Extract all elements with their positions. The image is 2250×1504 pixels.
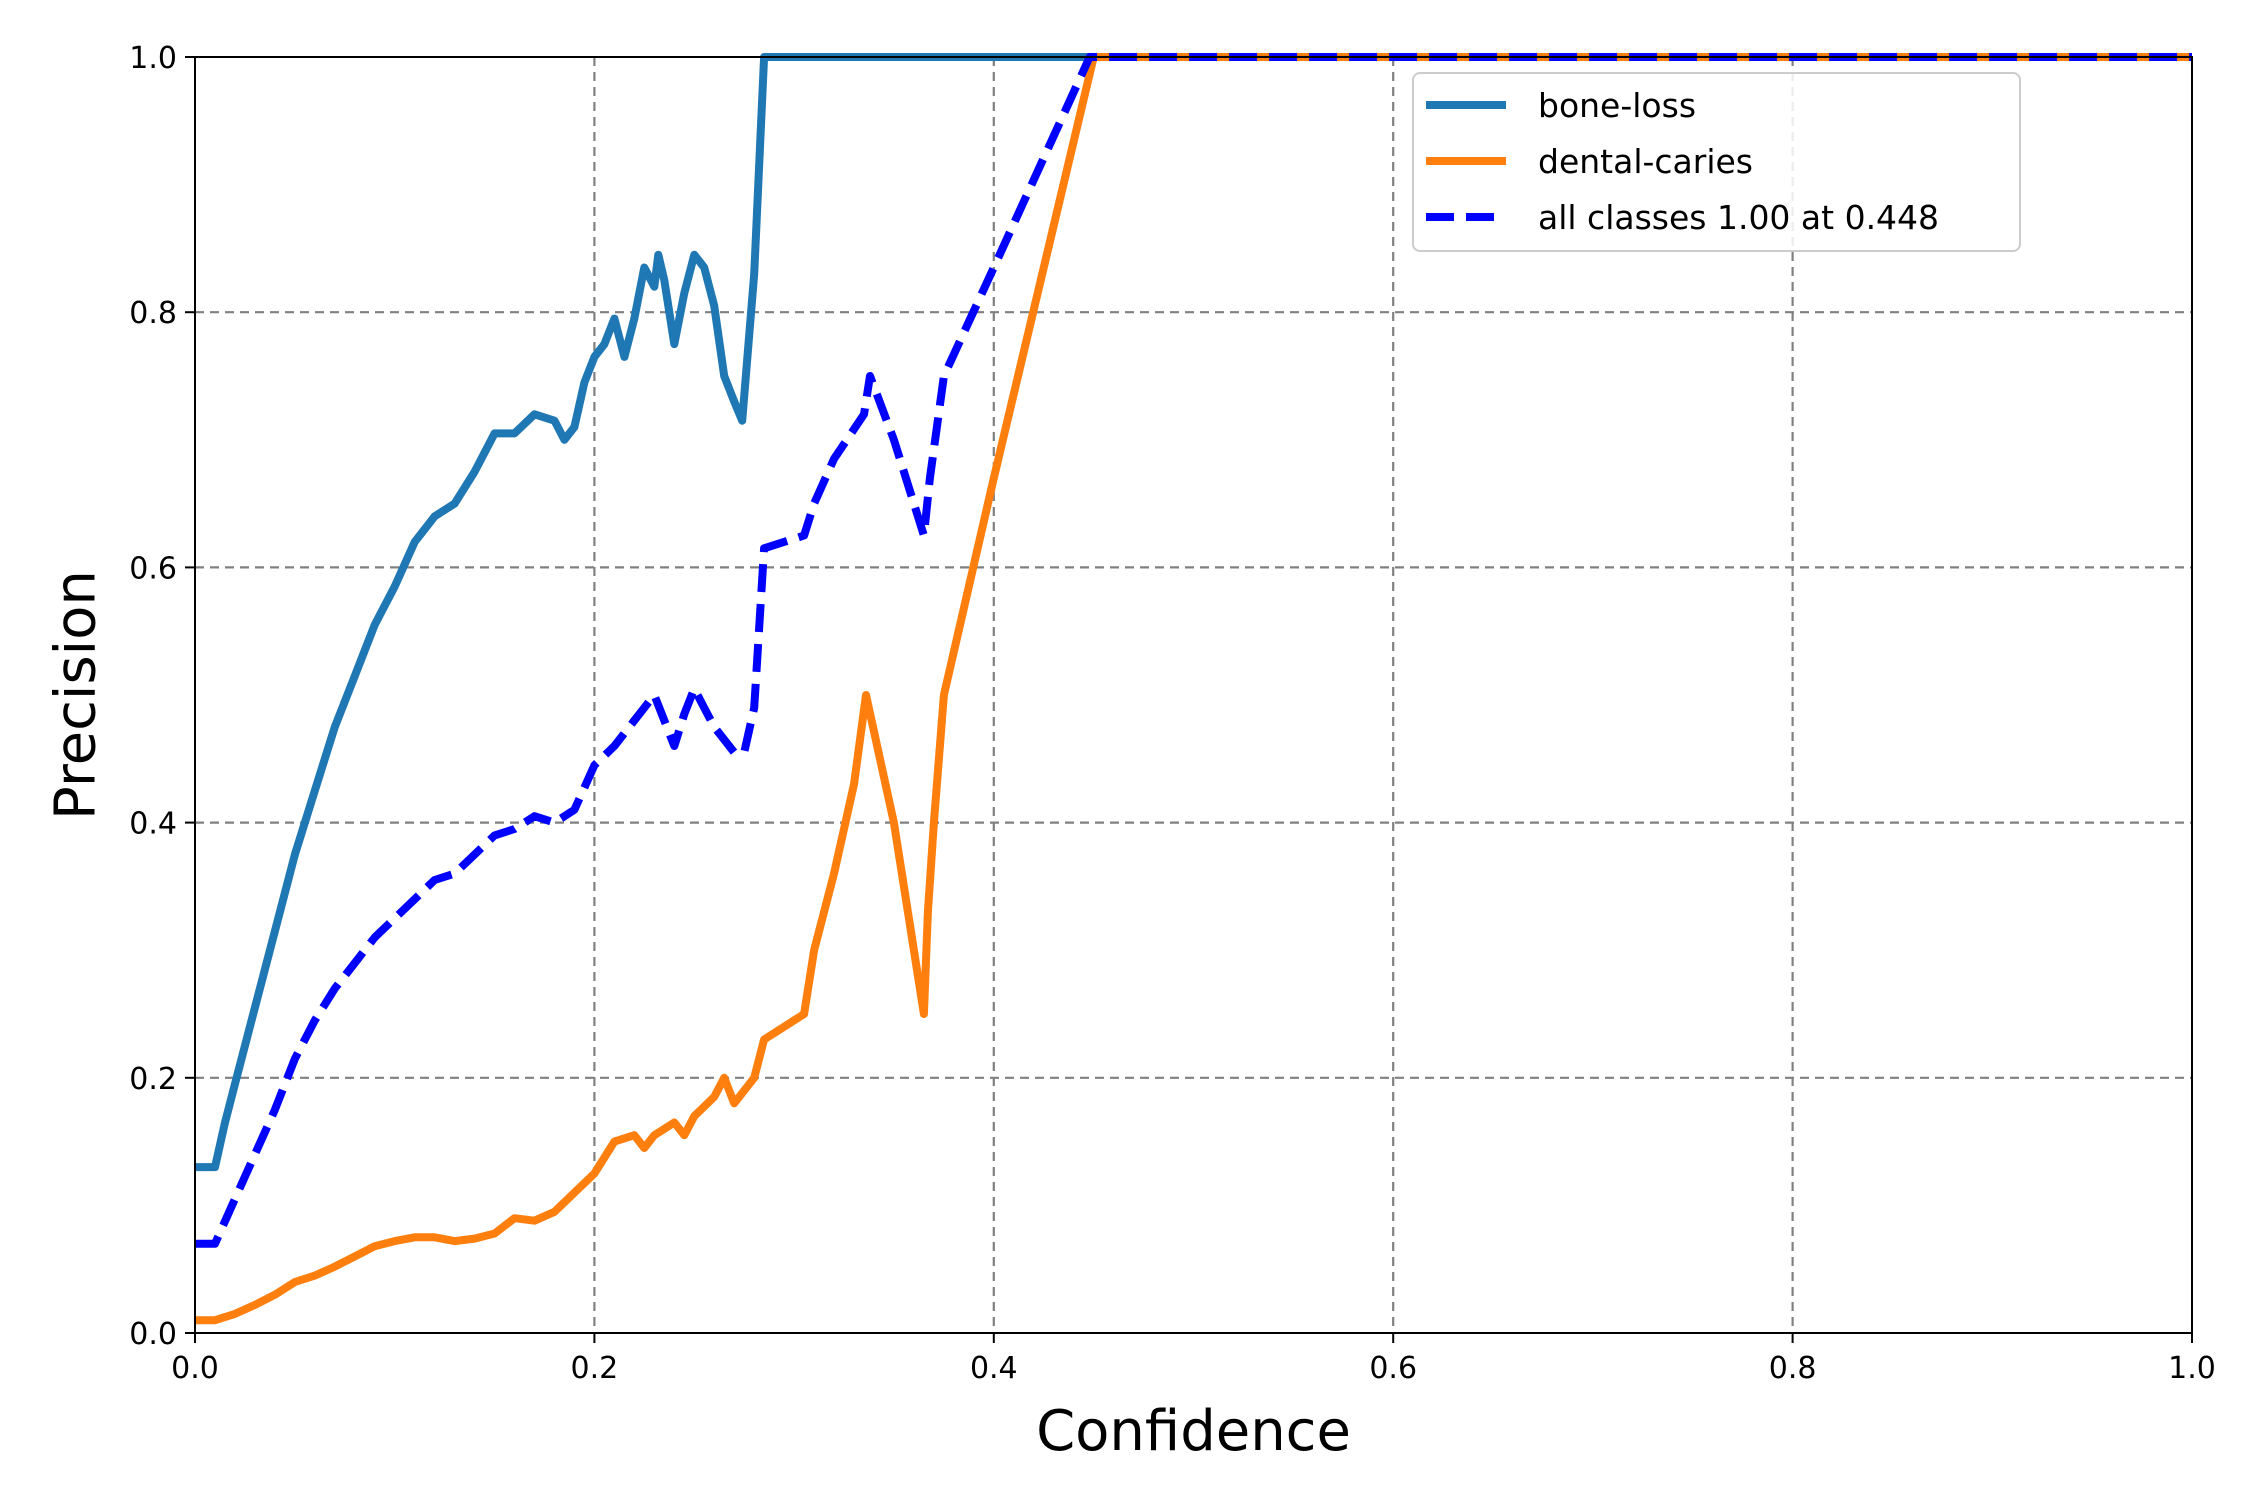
legend-label-1: dental-caries xyxy=(1538,142,1753,181)
x-tick-label: 1.0 xyxy=(2168,1351,2216,1386)
y-axis-title: Precision xyxy=(44,570,109,820)
y-tick-label: 1.0 xyxy=(129,41,177,76)
legend: bone-loss dental-caries all classes 1.00 a… xyxy=(1412,72,2021,252)
y-tick-label: 0.2 xyxy=(129,1062,177,1097)
y-tick-label: 0.0 xyxy=(129,1317,177,1352)
y-tick-label: 0.8 xyxy=(129,296,177,331)
axis-ticks: 0.0 0.2 0.4 0.6 0.8 1.0 0.0 0.2 0.4 0.6 0.8 1.0 xyxy=(129,41,2216,1386)
legend-label-0: bone-loss xyxy=(1538,86,1696,125)
plot-frame xyxy=(194,56,2193,1334)
x-tick-label: 0.2 xyxy=(571,1351,619,1386)
series-lines xyxy=(195,53,2192,1325)
series-line-1 xyxy=(195,53,2192,1325)
legend-box xyxy=(1412,72,2021,252)
x-tick-label: 0.8 xyxy=(1769,1351,1817,1386)
legend-label-2: all classes 1.00 at 0.448 xyxy=(1538,198,1939,237)
x-tick-label: 0.0 xyxy=(171,1351,219,1386)
y-tick-label: 0.6 xyxy=(129,551,177,586)
x-tick-label: 0.4 xyxy=(970,1351,1018,1386)
series-line-0 xyxy=(195,53,2192,1172)
y-tick-label: 0.4 xyxy=(129,807,177,842)
x-tick-label: 0.6 xyxy=(1369,1351,1417,1386)
x-axis-title: Confidence xyxy=(1036,1399,1351,1464)
series-line-2 xyxy=(195,53,2192,1248)
